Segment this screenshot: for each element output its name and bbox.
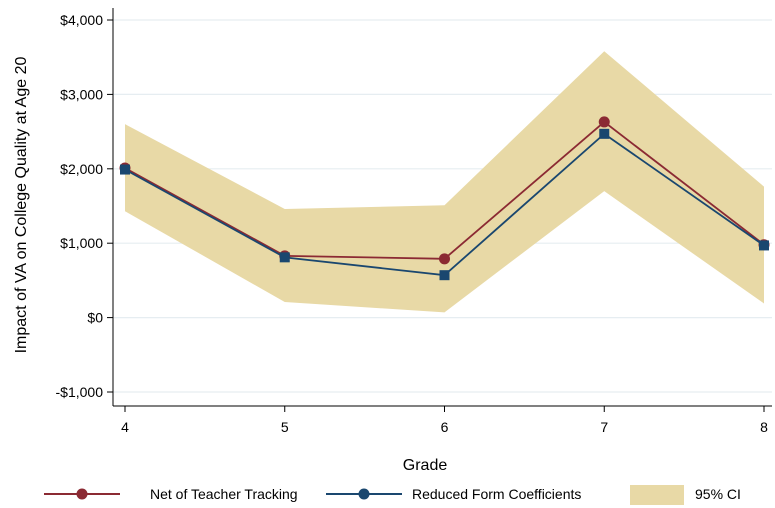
- legend-swatch-band: [630, 485, 684, 505]
- legend-item-series-1: Net of Teacher Tracking: [44, 486, 298, 502]
- y-tick-label-4: $3,000: [60, 86, 103, 102]
- series-1-point-7: [598, 116, 610, 128]
- legend-marker-series-2: [358, 488, 370, 500]
- x-tick-label-4: 4: [121, 419, 129, 435]
- series-2-point-6: [439, 270, 450, 281]
- series-2-point-5: [279, 252, 290, 263]
- x-tick-label-7: 7: [600, 419, 608, 435]
- legend: Net of Teacher Tracking Reduced Form Coe…: [44, 485, 741, 505]
- legend-label-series-2: Reduced Form Coefficients: [412, 486, 581, 502]
- y-axis-title: Impact of VA on College Quality at Age 2…: [13, 57, 30, 354]
- series-2-point-7: [599, 128, 610, 139]
- series-2: [120, 128, 769, 281]
- y-tick-label-0: -$1,000: [56, 384, 104, 400]
- y-tick-label-5: $4,000: [60, 12, 103, 28]
- legend-item-band: 95% CI: [630, 485, 741, 505]
- series-2-point-4: [120, 164, 130, 175]
- series-2-point-8: [759, 240, 769, 251]
- series-layer: [119, 116, 770, 281]
- series-1-point-6: [439, 253, 450, 265]
- y-tick-label-3: $2,000: [60, 161, 103, 177]
- y-tick-label-2: $1,000: [60, 235, 103, 251]
- x-ticks: 4 5 6 7 8: [121, 406, 768, 435]
- legend-marker-series-1: [76, 488, 88, 500]
- y-ticks: -$1,000 $0 $1,000 $2,000 $3,000 $4,000: [56, 12, 113, 400]
- x-tick-label-5: 5: [281, 419, 289, 435]
- legend-label-band: 95% CI: [695, 486, 741, 502]
- axes: [112, 8, 772, 407]
- legend-label-series-1: Net of Teacher Tracking: [150, 486, 298, 502]
- x-axis-title: Grade: [403, 457, 448, 474]
- x-tick-label-8: 8: [760, 419, 768, 435]
- y-tick-label-1: $0: [87, 310, 103, 326]
- legend-item-series-2: Reduced Form Coefficients: [326, 486, 581, 502]
- x-tick-label-6: 6: [441, 419, 449, 435]
